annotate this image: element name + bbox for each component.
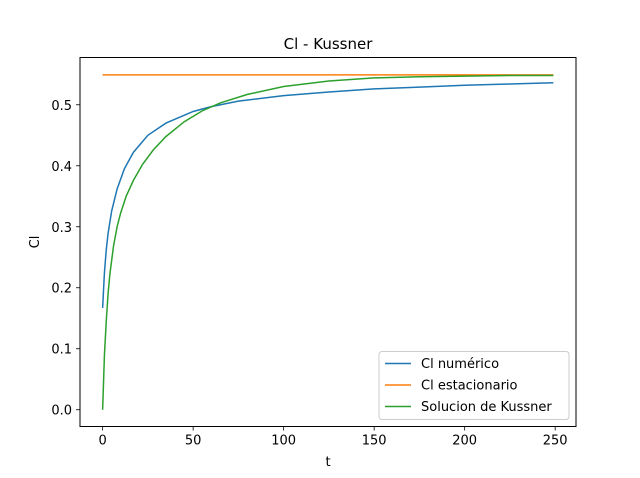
legend-box [378,351,570,420]
series-line-2 [101,74,554,410]
x-tick-label: 200 [452,434,477,449]
x-tick-label: 50 [185,434,202,449]
y-tick-label: 0.2 [51,282,72,297]
x-tick-label: 100 [271,434,296,449]
legend-label-0: Cl numérico [421,357,499,372]
legend: Cl numérico Cl estacionario Solucion de Ku… [378,351,570,420]
y-tick-label: 0.3 [51,221,72,236]
y-tick-label: 0.5 [51,99,72,114]
x-tick-label: 0 [98,434,106,449]
x-tick-label: 150 [362,434,387,449]
series-lines [101,74,554,410]
plot-frame [79,57,577,427]
legend-label-1: Cl estacionario [421,379,518,394]
y-tick-label: 0.4 [51,160,72,175]
y-axis: 0.0 0.1 0.2 0.3 0.4 0.5 [51,99,80,419]
chart-title: Cl - Kussner [284,35,374,53]
y-axis-label: Cl [28,236,43,249]
x-axis: 0 50 100 150 200 250 [98,426,568,449]
y-tick-label: 0.0 [51,404,72,419]
x-tick-label: 250 [543,434,568,449]
x-axis-label: t [325,455,330,470]
legend-label-2: Solucion de Kussner [421,400,552,415]
series-line-0 [101,82,554,308]
y-tick-label: 0.1 [51,343,72,358]
